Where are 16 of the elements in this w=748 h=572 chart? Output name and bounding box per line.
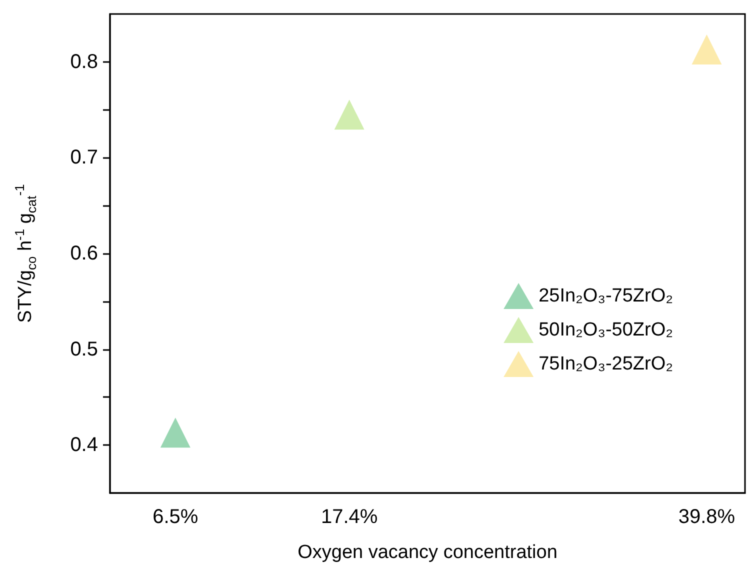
x-tick-label: 6.5% (152, 506, 198, 528)
legend-label: 25In₂O₃-75ZrO₂ (538, 286, 673, 306)
y-axis-title: STY/gco h-1 gcat-1 (12, 184, 39, 323)
x-tick-label: 39.8% (678, 506, 736, 528)
y-tick-label: 0.4 (70, 434, 98, 456)
point (692, 34, 722, 64)
point (160, 418, 190, 448)
point (334, 100, 364, 130)
x-axis-title: Oxygen vacancy concentration (298, 542, 558, 563)
y-tick-label: 0.5 (70, 338, 98, 360)
y-tick-label: 0.7 (70, 146, 98, 169)
y-tick-label: 0.6 (70, 242, 98, 264)
legend-label: 75In₂O₃-25ZrO₂ (538, 354, 673, 374)
x-tick-label: 17.4% (320, 506, 378, 528)
legend-label: 50In₂O₃-50ZrO₂ (538, 320, 673, 340)
y-tick-label: 0.8 (70, 50, 98, 73)
